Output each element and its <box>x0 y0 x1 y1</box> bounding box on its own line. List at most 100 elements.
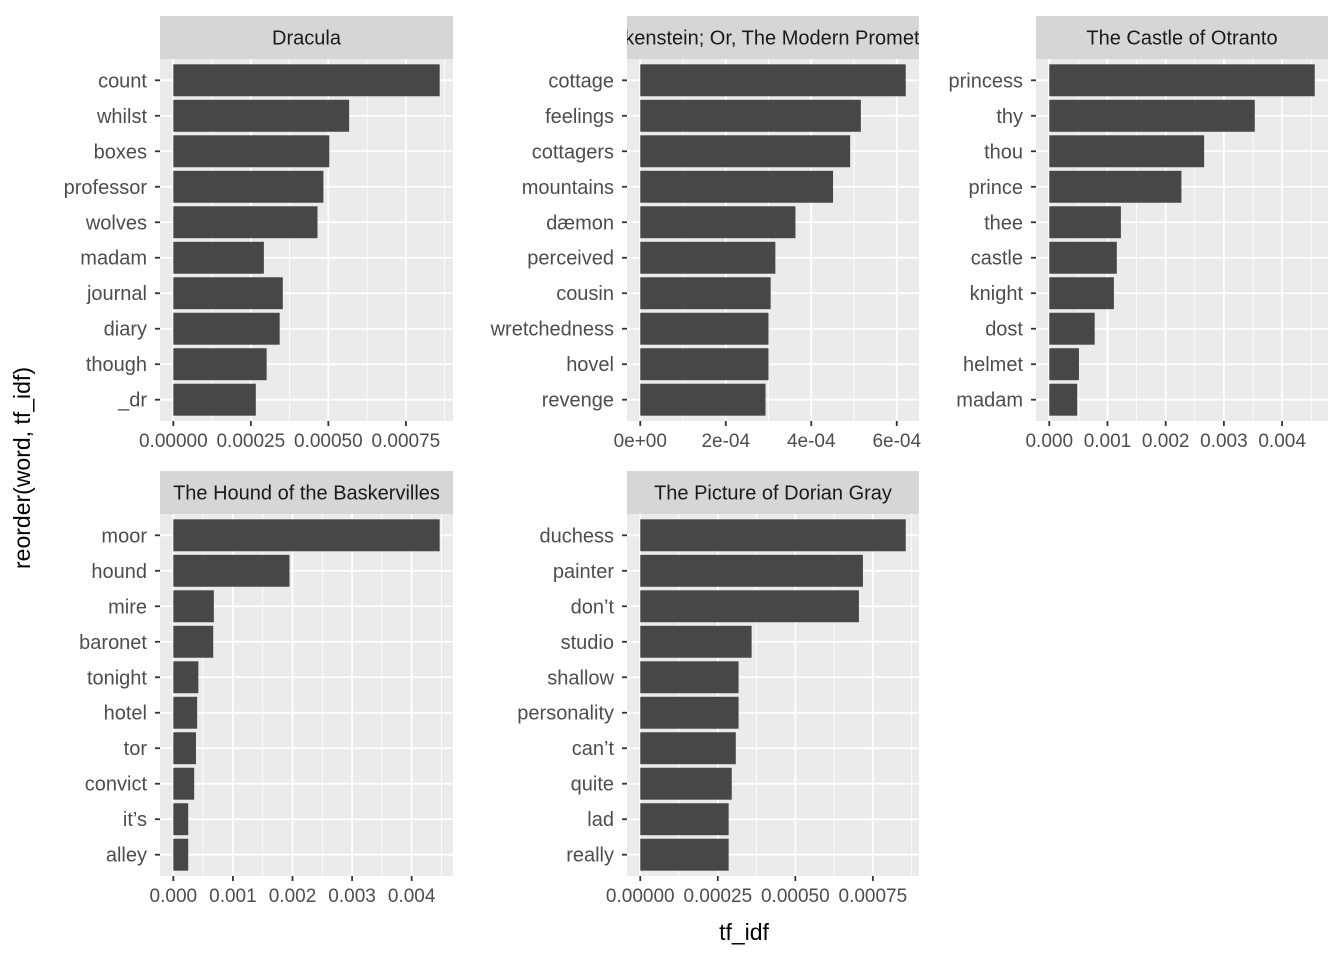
facet-strip <box>160 471 453 514</box>
x-tick-label: 0.00075 <box>372 431 441 452</box>
y-tick-label: it’s <box>123 809 147 831</box>
x-tick-label: 0.00050 <box>294 431 363 452</box>
x-tick-label: 0.00075 <box>839 886 908 907</box>
x-tick-label: 0.000 <box>1025 431 1073 452</box>
facet-title: Frankenstein; Or, The Modern Prometheus <box>583 28 963 50</box>
bar-it’s <box>173 803 189 836</box>
y-tick-label: though <box>86 354 147 376</box>
y-tick-label: cottagers <box>532 141 614 163</box>
bar-baronet <box>173 625 214 658</box>
y-tick-label: madam <box>80 248 147 270</box>
y-tick-label: painter <box>553 561 614 583</box>
y-tick-label: don’t <box>571 596 615 618</box>
bar-shallow <box>640 661 739 694</box>
bar-castle <box>1049 241 1117 274</box>
bar-thy <box>1049 99 1255 132</box>
y-tick-label: wretchedness <box>490 319 614 341</box>
bar-cottagers <box>640 135 851 168</box>
y-tick-label: knight <box>970 283 1024 305</box>
y-tick-label: cottage <box>548 70 614 92</box>
y-tick-label: helmet <box>963 354 1023 376</box>
bar-dæmon <box>640 206 796 239</box>
x-tick-label: 0.002 <box>269 886 317 907</box>
y-tick-label: princess <box>949 70 1023 92</box>
y-tick-label: castle <box>971 248 1023 270</box>
y-tick-label: studio <box>561 632 614 654</box>
x-tick-label: 0.004 <box>388 886 436 907</box>
y-tick-label: hotel <box>104 703 147 725</box>
bar-quite <box>640 767 732 800</box>
y-tick-label: duchess <box>540 525 615 547</box>
facet-panel: Frankenstein; Or, The Modern Prometheus c… <box>490 16 963 452</box>
x-tick-label: 2e-04 <box>701 431 750 452</box>
facet-title: The Hound of the Baskervilles <box>173 483 440 505</box>
y-tick-label: madam <box>956 390 1023 412</box>
bar-mountains <box>640 170 834 203</box>
x-tick-label: 0.00050 <box>761 886 830 907</box>
y-tick-label: personality <box>517 703 614 725</box>
y-tick-label: _dr <box>117 390 147 412</box>
y-tick-label: convict <box>85 774 148 796</box>
y-tick-label: really <box>566 845 614 867</box>
bar-professor <box>173 170 324 203</box>
y-tick-label: revenge <box>542 390 614 412</box>
facet-panel: The Picture of Dorian Gray duchess painter… <box>517 471 919 907</box>
bar-helmet <box>1049 348 1079 381</box>
y-tick-label: wolves <box>85 212 147 234</box>
bar-hotel <box>173 696 198 729</box>
x-tick-label: 0.003 <box>328 886 376 907</box>
bar-alley <box>173 838 189 871</box>
y-tick-label: boxes <box>94 141 147 163</box>
bar-diary <box>173 312 280 345</box>
y-tick-label: can’t <box>572 738 615 760</box>
y-tick-label: journal <box>86 283 147 305</box>
y-tick-label: thee <box>984 212 1023 234</box>
bar-convict <box>173 767 195 800</box>
y-tick-label: thy <box>996 106 1023 128</box>
bar-feelings <box>640 99 861 132</box>
x-tick-label: 0.00000 <box>606 886 675 907</box>
bar-moor <box>173 519 440 552</box>
facet-title: Dracula <box>272 28 342 50</box>
y-tick-label: moor <box>101 525 147 547</box>
bar-journal <box>173 277 283 310</box>
y-tick-label: hound <box>91 561 147 583</box>
y-tick-label: cousin <box>556 283 614 305</box>
x-tick-label: 0.003 <box>1200 431 1248 452</box>
bar-studio <box>640 625 752 658</box>
bar-mire <box>173 590 214 623</box>
y-tick-label: shallow <box>547 667 614 689</box>
bar-cousin <box>640 277 771 310</box>
y-tick-label: diary <box>104 319 147 341</box>
bar-whilst <box>173 99 350 132</box>
y-tick-label: feelings <box>545 106 614 128</box>
facet-title: The Picture of Dorian Gray <box>654 483 892 505</box>
y-tick-label: professor <box>64 177 148 199</box>
y-tick-label: tonight <box>87 667 147 689</box>
y-tick-label: hovel <box>566 354 614 376</box>
bar-don’t <box>640 590 859 623</box>
y-tick-label: count <box>98 70 147 92</box>
x-tick-label: 0.000 <box>150 886 198 907</box>
y-tick-label: baronet <box>79 632 147 654</box>
facet-strip <box>627 16 919 59</box>
y-tick-label: tor <box>124 738 148 760</box>
y-axis-title: reorder(word, tf_idf) <box>9 367 35 569</box>
bar-hovel <box>640 348 769 381</box>
bar-duchess <box>640 519 906 552</box>
x-tick-label: 0.00000 <box>139 431 208 452</box>
bar-boxes <box>173 135 330 168</box>
y-tick-label: dost <box>985 319 1023 341</box>
facet-strip <box>627 471 919 514</box>
y-tick-label: quite <box>571 774 614 796</box>
bar-madam <box>173 241 264 274</box>
facet-panel: Dracula count whilst boxes professor wolves ma… <box>64 16 453 452</box>
x-tick-label: 0.001 <box>209 886 257 907</box>
bar-really <box>640 838 729 871</box>
bar-lad <box>640 803 729 836</box>
y-tick-label: perceived <box>527 248 614 270</box>
bar-though <box>173 348 267 381</box>
bar-personality <box>640 696 739 729</box>
bar-painter <box>640 554 863 587</box>
